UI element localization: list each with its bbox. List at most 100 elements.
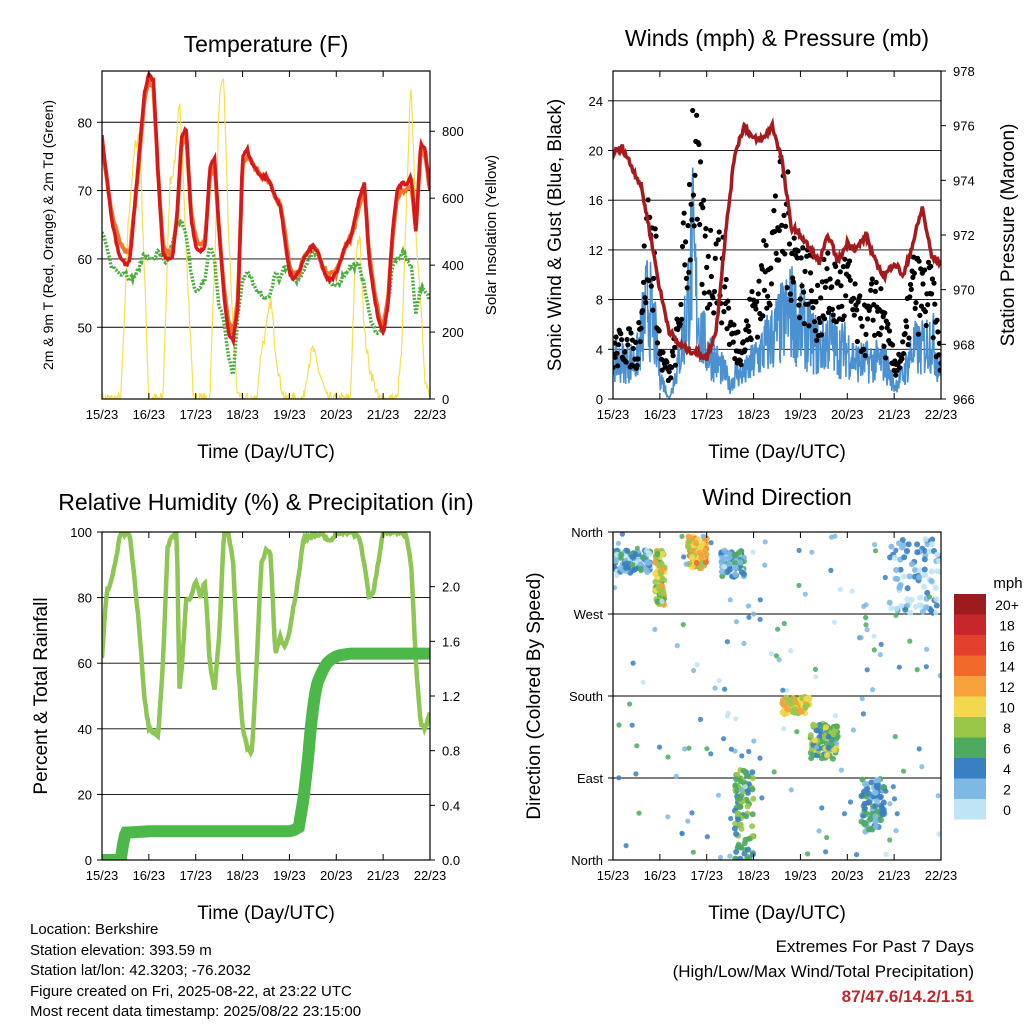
gust-point [735, 329, 741, 335]
gust-point [669, 364, 675, 370]
direction-point [692, 539, 699, 546]
gust-point [708, 227, 714, 233]
gust-point [840, 264, 847, 270]
rh-y2tick-label: 0.0 [442, 853, 460, 868]
direction-point [893, 612, 899, 618]
gust-point [768, 265, 774, 271]
direction-point [916, 746, 922, 752]
gust-point [801, 321, 807, 327]
gust-point [638, 325, 644, 331]
gust-point [613, 364, 616, 371]
colorbar-label: 10 [999, 700, 1015, 716]
gust-point [687, 257, 693, 263]
rh-xtick-label: 21/23 [367, 868, 400, 883]
colorbar-swatch [954, 758, 986, 779]
gust-point [724, 326, 730, 332]
gust-point [659, 367, 665, 373]
direction-point [613, 563, 617, 570]
gust-point [705, 253, 711, 259]
direction-point [788, 648, 794, 654]
gust-point [867, 304, 873, 310]
direction-point [792, 706, 799, 713]
direction-point [830, 731, 837, 738]
gust-point [805, 301, 811, 307]
direction-point [904, 585, 911, 592]
direction-point [722, 555, 728, 562]
gust-point [756, 278, 762, 284]
gust-point [800, 245, 806, 251]
colorbar-label: 0 [1003, 802, 1011, 818]
direction-point [904, 596, 911, 603]
direction-point [823, 849, 829, 855]
direction-point [894, 811, 900, 817]
wind-y2tick-label: 970 [953, 283, 975, 298]
gust-point [701, 290, 708, 296]
direction-point [861, 805, 868, 812]
gust-point [913, 300, 919, 306]
station-info: Location: Berkshire Station elevation: 3… [30, 920, 361, 1023]
direction-point [874, 784, 881, 791]
direction-point [813, 674, 819, 680]
gust-point [672, 344, 678, 350]
gust-point [683, 239, 689, 245]
gust-point [743, 318, 750, 324]
gust-point [763, 242, 769, 248]
gust-point [702, 233, 708, 239]
direction-point [862, 820, 869, 827]
extremes-subheading: (High/Low/Max Wind/Total Precipitation) [672, 962, 974, 981]
gust-point [808, 288, 815, 294]
gust-point [669, 349, 676, 355]
gust-point [679, 316, 685, 322]
direction-point [743, 813, 750, 820]
direction-point [935, 793, 941, 799]
dir-ytick-label: North [571, 853, 603, 868]
direction-point [871, 647, 877, 653]
colorbar-label: 2 [1003, 782, 1011, 798]
colorbar-swatch [954, 635, 986, 656]
direction-point [733, 716, 739, 722]
gust-point [886, 328, 893, 334]
gust-point [851, 312, 857, 318]
wind-xtick-label: 20/23 [831, 407, 864, 422]
gust-point [847, 258, 853, 264]
direction-point [883, 788, 889, 794]
latlon-text: Station lat/lon: 42.3203; -76.2032 [30, 962, 252, 979]
gust-point [719, 320, 725, 326]
direction-point [849, 588, 855, 594]
gust-point [615, 363, 621, 369]
gust-point [755, 291, 761, 297]
gust-point [829, 284, 835, 290]
direction-point [697, 544, 704, 550]
direction-point [934, 551, 941, 558]
direction-point [893, 547, 899, 554]
direction-point [850, 727, 857, 733]
gust-point [925, 259, 932, 265]
rh-y2tick-label: 1.2 [442, 689, 460, 704]
gust-point [789, 250, 795, 257]
dir-title: Wind Direction [702, 484, 852, 510]
temp-xlabel: Time (Day/UTC) [197, 442, 335, 463]
recent-text: Most recent data timestamp: 2025/08/22 2… [30, 1003, 362, 1020]
gust-point [827, 276, 833, 282]
direction-point [738, 825, 745, 832]
gust-point [931, 280, 937, 286]
direction-point [686, 538, 693, 545]
direction-point [811, 737, 818, 744]
rh-xtick-label: 15/23 [86, 868, 119, 883]
colorbar-label: 14 [999, 659, 1015, 675]
colorbar: 20+ 18 16 14 12 10 8 6 4 2 0 [954, 594, 1019, 820]
gust-point [619, 337, 625, 343]
gust-point [902, 331, 908, 337]
direction-point [679, 533, 685, 540]
wind-xlabel: Time (Day/UTC) [708, 442, 846, 463]
direction-point [731, 825, 738, 832]
direction-point [659, 598, 665, 604]
colorbar-label: 8 [1003, 720, 1011, 736]
direction-point [929, 536, 936, 543]
direction-point [888, 543, 895, 550]
direction-point [722, 686, 728, 692]
gust-points [613, 107, 941, 383]
wind-xtick-label: 16/23 [644, 407, 677, 422]
gust-point [738, 362, 744, 368]
gust-point [928, 263, 934, 269]
